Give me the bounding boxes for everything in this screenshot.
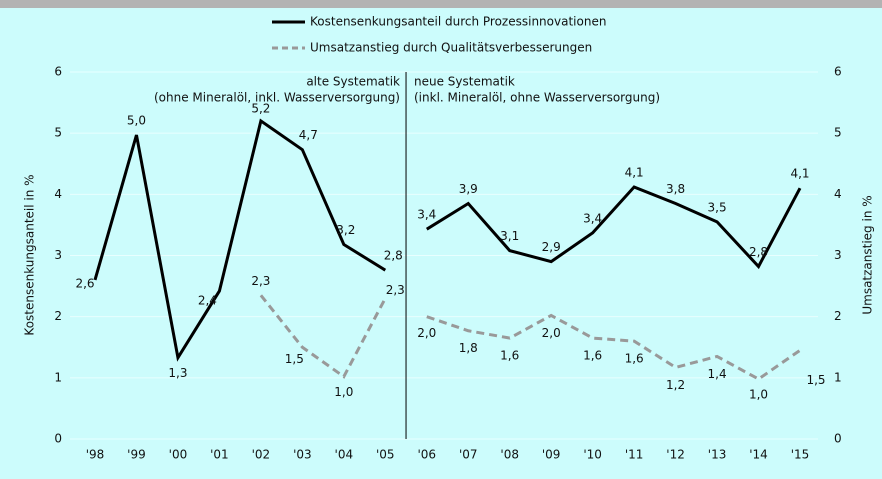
y2-tick-label: 3 xyxy=(834,248,842,262)
x-tick-label: '01 xyxy=(210,448,229,462)
data-label: 2,3 xyxy=(386,283,405,297)
data-label: 2,0 xyxy=(417,326,436,340)
legend-label: Umsatzanstieg durch Qualitätsverbesserun… xyxy=(310,41,592,55)
data-label: 1,6 xyxy=(583,349,602,363)
x-tick-label: '04 xyxy=(335,448,354,462)
y-tick-label: 3 xyxy=(54,248,62,262)
x-tick-label: '05 xyxy=(376,448,395,462)
data-label: 1,5 xyxy=(285,352,304,366)
x-tick-label: '14 xyxy=(749,448,768,462)
data-label: 4,7 xyxy=(299,128,318,142)
annotation: (inkl. Mineralöl, ohne Wasserversorgung) xyxy=(414,91,660,105)
data-label: 1,3 xyxy=(168,366,187,380)
line-series xyxy=(93,118,387,362)
x-tick-label: '11 xyxy=(625,448,644,462)
data-label: 4,1 xyxy=(790,167,809,181)
y-tick-label: 6 xyxy=(54,65,62,79)
y2-tick-label: 2 xyxy=(834,309,842,323)
x-tick-label: '02 xyxy=(252,448,271,462)
data-label: 2,0 xyxy=(542,326,561,340)
x-tick-label: '09 xyxy=(542,448,561,462)
y2-axis-title: Umsatzanstieg in % xyxy=(861,195,875,314)
x-tick-label: '10 xyxy=(583,448,602,462)
data-label: 3,4 xyxy=(583,211,602,225)
annotation: neue Systematik xyxy=(414,75,515,89)
data-label: 1,4 xyxy=(708,367,727,381)
x-tick-label: '03 xyxy=(293,448,312,462)
data-label: 2,6 xyxy=(75,276,94,290)
x-tick-label: '99 xyxy=(127,448,146,462)
y-tick-label: 0 xyxy=(54,432,62,446)
data-label: 1,0 xyxy=(334,385,353,399)
data-label: 1,6 xyxy=(625,352,644,366)
x-tick-label: '13 xyxy=(708,448,727,462)
y2-tick-label: 5 xyxy=(834,126,842,140)
data-label: 1,6 xyxy=(500,349,519,363)
data-label: 2,8 xyxy=(384,249,403,263)
y2-tick-label: 6 xyxy=(834,65,842,79)
x-tick-label: '98 xyxy=(86,448,105,462)
y-tick-label: 1 xyxy=(54,370,62,384)
data-label: 2,9 xyxy=(542,240,561,254)
annotation: (ohne Mineralöl, inkl. Wasserversorgung) xyxy=(154,91,400,105)
x-tick-label: '07 xyxy=(459,448,478,462)
data-label: 5,0 xyxy=(127,114,146,128)
x-tick-label: '08 xyxy=(500,448,519,462)
data-label: 2,8 xyxy=(749,245,768,259)
top-bar xyxy=(0,0,882,8)
data-label: 3,2 xyxy=(336,223,355,237)
data-label: 4,1 xyxy=(625,165,644,179)
x-tick-label: '15 xyxy=(791,448,810,462)
y2-tick-label: 4 xyxy=(834,187,842,201)
data-label: 3,8 xyxy=(666,182,685,196)
x-tick-label: '00 xyxy=(169,448,188,462)
y-tick-label: 5 xyxy=(54,126,62,140)
x-tick-label: '12 xyxy=(666,448,685,462)
line-series xyxy=(426,313,801,381)
data-label: 2,4 xyxy=(198,293,217,307)
data-label: 1,0 xyxy=(749,388,768,402)
data-label: 5,2 xyxy=(251,101,270,115)
y-tick-label: 4 xyxy=(54,187,62,201)
y2-tick-label: 1 xyxy=(834,370,842,384)
line-series xyxy=(425,185,802,270)
y2-tick-label: 0 xyxy=(834,432,842,446)
legend-label: Kostensenkungsanteil durch Prozessinnova… xyxy=(310,15,606,29)
data-label: 3,4 xyxy=(417,208,436,222)
data-label: 3,1 xyxy=(500,229,519,243)
y-axis-title: Kostensenkungsanteil in % xyxy=(23,174,37,335)
data-label: 3,5 xyxy=(708,200,727,214)
x-tick-label: '06 xyxy=(417,448,436,462)
data-label: 3,9 xyxy=(459,182,478,196)
data-label: 1,5 xyxy=(806,373,825,387)
data-label: 1,2 xyxy=(666,378,685,392)
annotation: alte Systematik xyxy=(306,75,400,89)
data-label: 1,8 xyxy=(459,341,478,355)
y-tick-label: 2 xyxy=(54,309,62,323)
line-series xyxy=(259,294,387,379)
data-label: 2,3 xyxy=(251,274,270,288)
